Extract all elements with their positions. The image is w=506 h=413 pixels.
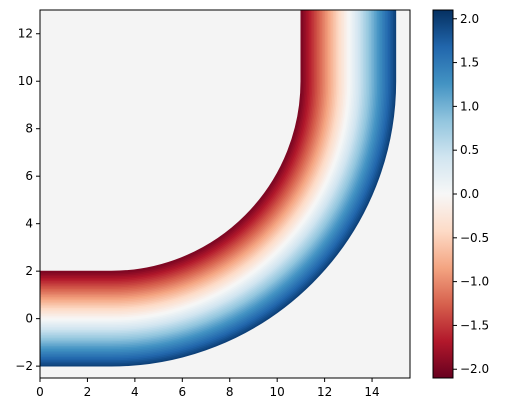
x-tick-label: 14 (364, 385, 379, 399)
band-layer (40, 10, 379, 350)
band-layer (40, 10, 365, 335)
band-layer (40, 10, 346, 316)
band-layer (40, 10, 387, 358)
x-tick-label: 12 (317, 385, 332, 399)
band-layer (40, 10, 343, 313)
y-tick-label: 0 (25, 312, 33, 326)
band-layer (40, 10, 329, 299)
band-layer (40, 10, 382, 353)
band-layer (40, 10, 389, 359)
band-layer (40, 10, 367, 337)
colorbar-tick-label: 2.0 (460, 12, 479, 26)
band-layer (40, 10, 316, 286)
colorbar-axis: −2.0 −1.5 −1.0 −0.5 0.0 0.5 1.0 1.5 2.0 (453, 12, 489, 376)
band-layer (40, 10, 326, 296)
x-tick-label: 10 (270, 385, 285, 399)
band-layer (40, 10, 330, 301)
band-layer (40, 10, 308, 278)
band-layer (40, 10, 338, 308)
band-layer (40, 10, 371, 342)
band-layer (40, 10, 360, 331)
band-layer (40, 10, 384, 354)
band-layer (40, 10, 352, 323)
band-layer (40, 10, 363, 334)
y-tick-label: 2 (25, 264, 33, 278)
band-layer (40, 10, 332, 302)
band-layer (40, 10, 378, 348)
colorbar-tick-label: 0.5 (460, 143, 479, 157)
x-tick-label: 4 (131, 385, 139, 399)
colorbar-tick-label: −2.0 (460, 362, 489, 376)
band-layer (40, 10, 344, 315)
y-tick-label: 10 (18, 74, 33, 88)
band-layer (40, 10, 314, 285)
band-layer (40, 10, 356, 326)
band-layer (40, 10, 368, 339)
colorbar-tick-label: 0.0 (460, 187, 479, 201)
band-layer (40, 10, 313, 283)
y-tick-label: −2 (15, 359, 33, 373)
colorbar: −2.0 −1.5 −1.0 −0.5 0.0 0.5 1.0 1.5 2.0 (432, 9, 489, 379)
band-layer (40, 10, 390, 361)
band-layer (40, 10, 318, 288)
y-tick-label: 4 (25, 217, 33, 231)
y-tick-label: 12 (18, 27, 33, 41)
colorbar-tick-label: 1.5 (460, 56, 479, 70)
band-layer (40, 10, 357, 327)
band-layer (40, 10, 392, 362)
y-axis: −2 0 2 4 6 8 10 12 (15, 27, 40, 373)
x-tick-label: 8 (226, 385, 234, 399)
x-axis: 0 2 4 6 8 10 12 14 (36, 378, 380, 399)
colorbar-gradient (433, 10, 453, 378)
band-layer (40, 10, 311, 282)
band-layer (40, 10, 337, 307)
band-layer (40, 10, 395, 365)
band-layer (40, 10, 303, 274)
band-layer (40, 10, 381, 351)
band-layer (40, 10, 354, 324)
band-layer (40, 10, 322, 293)
plot-frame (39, 9, 411, 379)
band-layer (40, 10, 386, 356)
band-layer (40, 10, 324, 294)
band-layer (40, 10, 327, 297)
band-layer (40, 10, 319, 289)
band-layer (40, 10, 397, 367)
band-layer (40, 10, 362, 332)
colorbar-tick-label: −1.0 (460, 275, 489, 289)
band-layer (40, 10, 348, 318)
band-layer (40, 10, 375, 345)
plot-area (39, 9, 411, 379)
band-layer (40, 10, 321, 291)
band-layer (40, 10, 394, 364)
band-layer (40, 10, 351, 321)
band-layer (40, 10, 335, 305)
band-layer (40, 10, 370, 340)
band-layer (40, 10, 376, 346)
band-layer (40, 10, 341, 312)
colorbar-tick-label: 1.0 (460, 99, 479, 113)
x-tick-label: 6 (178, 385, 186, 399)
band-layer (40, 10, 359, 329)
band-layer (40, 10, 349, 320)
band-layer (40, 10, 305, 275)
band-layer (40, 10, 310, 280)
y-tick-label: 8 (25, 122, 33, 136)
colorbar-tick-label: −1.5 (460, 318, 489, 332)
colorbar-tick-label: −0.5 (460, 231, 489, 245)
band-layer (40, 10, 340, 310)
band-layer (40, 10, 333, 304)
x-tick-label: 2 (84, 385, 92, 399)
y-tick-label: 6 (25, 169, 33, 183)
x-tick-label: 0 (36, 385, 44, 399)
heatmap-band (40, 10, 397, 367)
band-layer (40, 10, 373, 343)
band-layer (40, 10, 307, 277)
